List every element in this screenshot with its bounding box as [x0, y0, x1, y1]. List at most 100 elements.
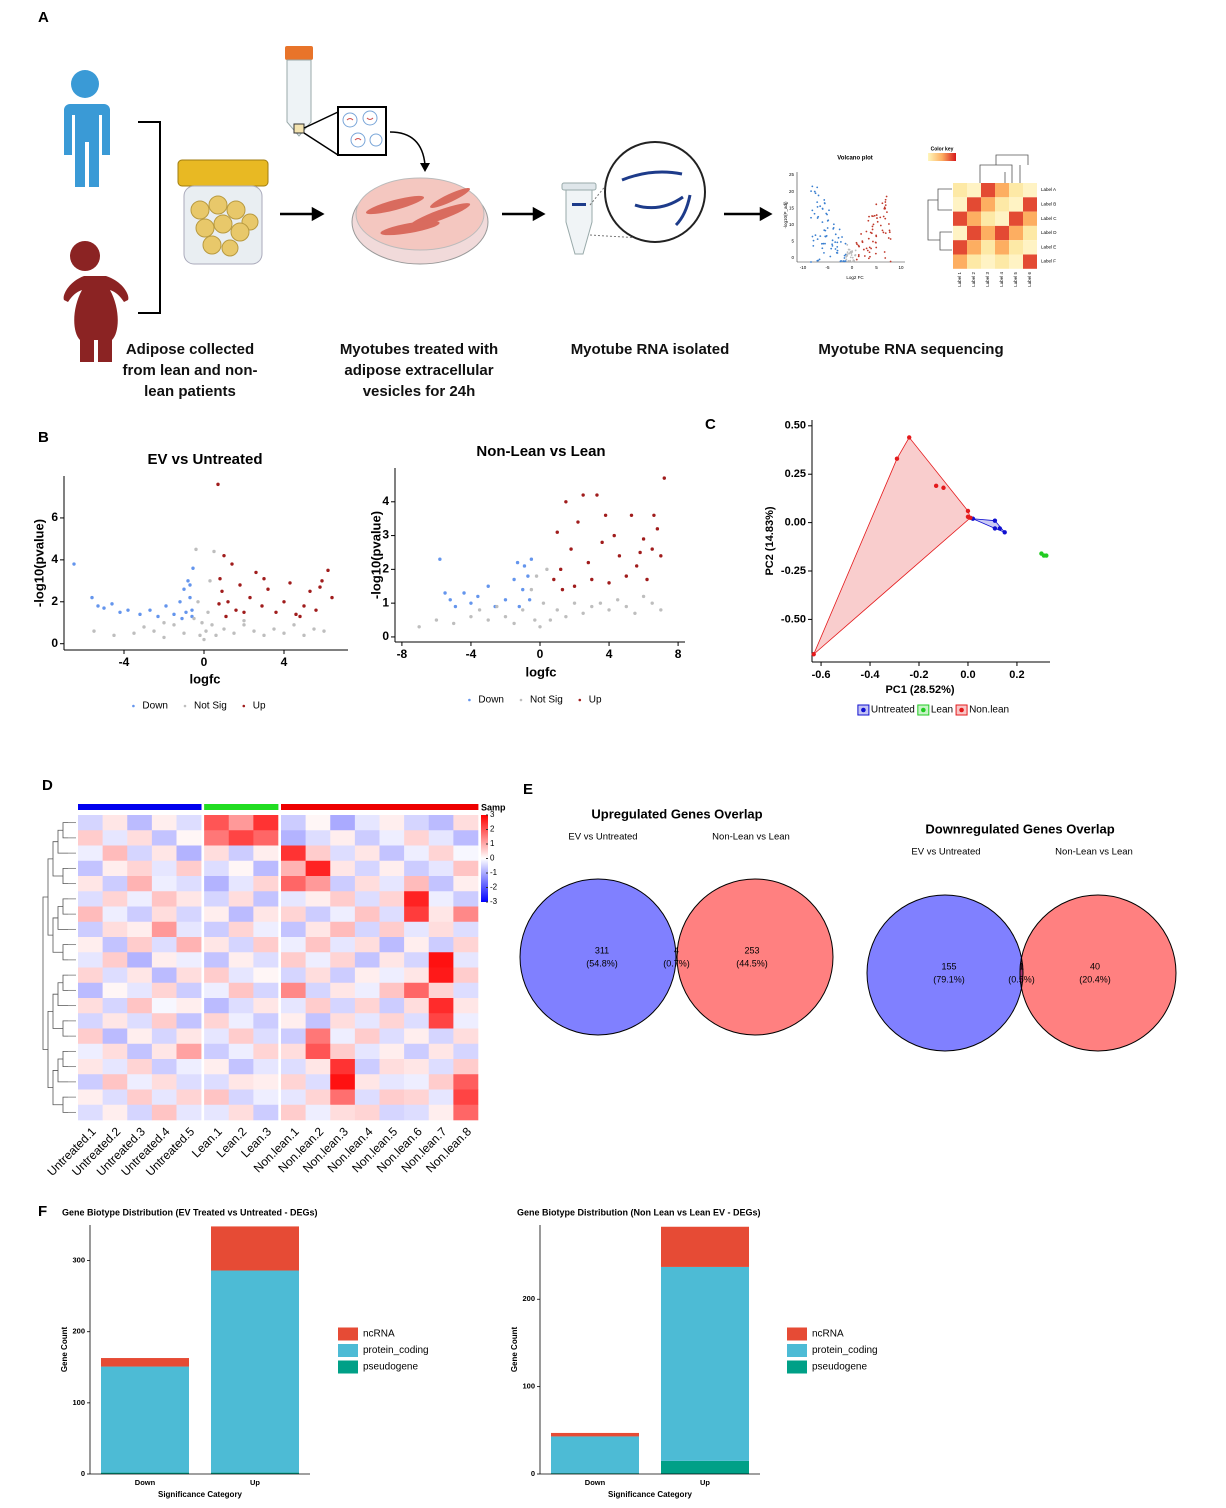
heatmap-cell: [305, 1104, 331, 1121]
illustration-dot: [831, 244, 834, 247]
heatmap-cell: [404, 1059, 430, 1075]
heatmap-cell: [78, 1089, 103, 1106]
illustration-dot: [850, 254, 853, 256]
illustration-dot: [840, 260, 843, 262]
illustration-dot: [826, 219, 829, 222]
scatter-plot: -0.6 -0.4 -0.2 0.0 0.2 0.50 0.25 0.00 -0.25 -0.50…: [764, 420, 1050, 716]
data-point: [142, 625, 146, 629]
y-tick-label: 3: [382, 528, 389, 542]
heatmap-cell: [354, 937, 380, 953]
column-group-bar: [127, 804, 153, 810]
illustration-dot: [884, 257, 887, 259]
bar-segment: [661, 1460, 749, 1474]
illustration-dot: [816, 201, 819, 204]
heatmap-cell: [379, 845, 405, 862]
data-point: [214, 633, 218, 638]
illustration-cell: [953, 211, 967, 226]
heatmap-cell: [204, 845, 230, 862]
y-tick-label: 0: [531, 1469, 535, 1478]
y-tick-label: 1: [382, 595, 389, 609]
column-group-bar: [204, 804, 230, 810]
heatmap-cell: [330, 1028, 356, 1045]
region-percent: (0.7%): [663, 958, 690, 968]
mini-col-label: Label 3: [985, 272, 990, 287]
mini-x-tick: -5: [825, 265, 829, 270]
heatmap-cell: [354, 1104, 380, 1121]
heatmap-cell: [228, 845, 254, 862]
data-point: [210, 623, 214, 627]
heatmap-cell: [102, 1028, 128, 1045]
heatmap-cell: [176, 967, 202, 984]
data-point: [92, 629, 96, 633]
legend-label: Up: [253, 701, 266, 712]
heatmap-cell: [379, 1074, 405, 1090]
data-point: [178, 600, 182, 604]
stacked-bar-chart: Down Up 0 100 200 Gene Biotype Distribution (…: [510, 1207, 878, 1499]
heatmap-cell: [428, 1013, 454, 1029]
colorbar-tick-label: -1: [490, 868, 498, 877]
mini-y-tick: 20: [789, 189, 795, 194]
heatmap-cell: [404, 921, 430, 938]
illustration-dot: [855, 241, 858, 244]
heatmap-cell: [404, 1028, 430, 1045]
heatmap-cell: [379, 982, 405, 999]
illustration-dot: [850, 252, 853, 254]
mini-col-label: Label 6: [1027, 272, 1032, 287]
heatmap-cell: [127, 1043, 153, 1060]
x-tick-label: -0.6: [812, 669, 831, 681]
legend-label: Untreated: [871, 705, 915, 716]
illustration-cell: [981, 197, 995, 212]
set-circle: [866, 894, 1024, 1052]
heatmap-cell: [330, 830, 356, 846]
heatmap-cell: [102, 1074, 128, 1090]
data-point: [260, 604, 264, 608]
illustration-dot: [849, 259, 852, 262]
illustration-dot: [875, 235, 878, 238]
heatmap-cell: [404, 1043, 430, 1060]
illustration-cell: [1023, 240, 1037, 255]
heatmap-cell: [354, 876, 380, 892]
heatmap-cell: [204, 1089, 230, 1106]
illustration-dot: [881, 229, 884, 232]
x-tick-label: 8: [675, 647, 682, 661]
heatmap-cell: [127, 967, 153, 984]
illustration-dot: [874, 252, 877, 255]
data-point: [152, 629, 156, 633]
heatmap-cell: [281, 952, 306, 968]
venn-title: Upregulated Genes Overlap: [591, 806, 762, 821]
venn: Upregulated Genes Overlap EV vs Untreated…: [520, 806, 834, 1036]
heatmap-cell: [453, 1059, 479, 1075]
heatmap-cell: [281, 982, 306, 999]
heatmap-cell: [453, 1074, 479, 1090]
mini-col-label: Label 4: [999, 272, 1004, 287]
illustration-dot: [870, 247, 872, 250]
legend-label: protein_coding: [812, 1345, 878, 1356]
x-tick-label: -4: [119, 655, 130, 669]
heatmap-cell: [354, 1028, 380, 1045]
data-point: [521, 587, 525, 592]
heatmap-cell: [305, 1074, 331, 1090]
set-label: Non-Lean vs Lean: [1055, 847, 1133, 858]
data-point: [417, 625, 421, 629]
bar-segment: [101, 1358, 189, 1367]
mini-x-tick: 10: [898, 265, 904, 270]
heatmap-cell: [176, 937, 202, 953]
data-point: [308, 589, 312, 594]
heatmap-cell: [379, 952, 405, 968]
heatmap-cell: [176, 1028, 202, 1045]
data-point: [512, 621, 516, 626]
x-tick-label: 0.2: [1009, 669, 1024, 681]
heatmap-cell: [253, 845, 279, 862]
y-tick-label: 200: [522, 1294, 535, 1303]
illustration-dot: [882, 231, 885, 234]
heatmap-cell: [253, 982, 279, 999]
y-tick-label: 0: [382, 629, 389, 643]
data-point: [595, 493, 599, 497]
data-point: [242, 623, 246, 627]
data-point: [184, 610, 188, 614]
column-group-bar: [453, 804, 479, 810]
heatmap-cell: [330, 1074, 356, 1090]
illustration-dot: [865, 247, 868, 250]
data-point: [282, 600, 286, 604]
heatmap-cell: [151, 1059, 177, 1075]
